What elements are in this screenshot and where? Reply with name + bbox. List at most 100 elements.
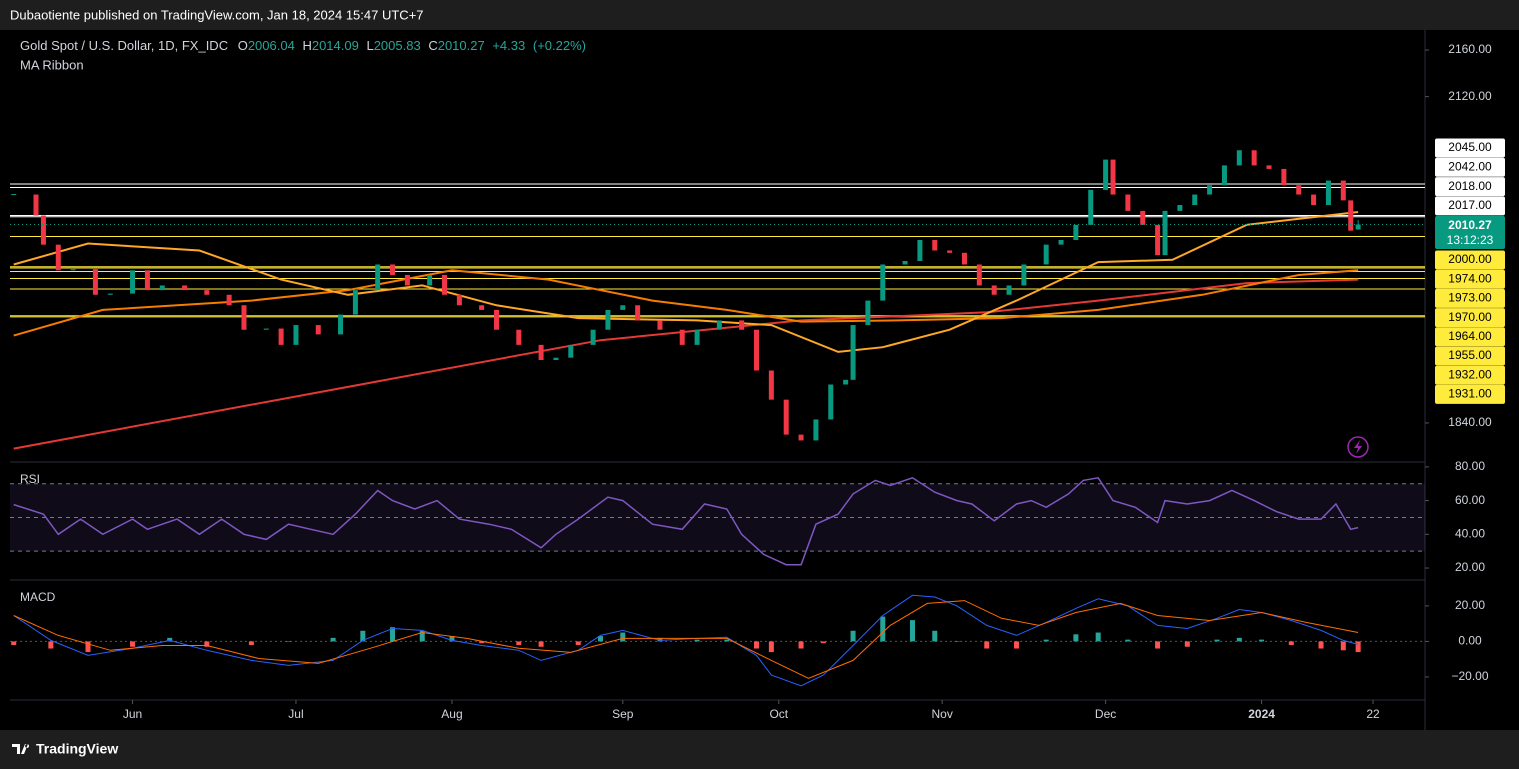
macd-histogram-bar — [516, 641, 522, 645]
level-label-box — [1435, 196, 1505, 216]
moving-average — [13, 278, 1359, 450]
macd-histogram-bar — [1318, 641, 1324, 649]
candle — [553, 357, 559, 361]
rsi-line — [13, 476, 1359, 566]
macd-line — [13, 600, 1359, 679]
logo-mark[interactable] — [12, 744, 30, 754]
y-tick-label: 20.00 — [1455, 560, 1485, 574]
macd-histogram-bar — [880, 616, 886, 642]
macd-histogram-bar — [598, 636, 604, 642]
ohlc-value: 2010.27 — [438, 38, 485, 53]
macd-histogram-bar — [1073, 634, 1079, 642]
candle — [1140, 210, 1146, 225]
level-label: 1964.00 — [1448, 329, 1492, 343]
ohlc-key: O — [238, 38, 248, 53]
candle — [843, 379, 849, 385]
y-tick-label: 20.00 — [1455, 598, 1485, 612]
candle — [961, 252, 967, 265]
candle — [226, 294, 232, 306]
candle — [293, 325, 299, 345]
macd-histogram-bar — [850, 630, 856, 642]
macd-histogram-bar — [753, 641, 759, 649]
candle — [947, 250, 953, 253]
candle — [768, 370, 774, 400]
macd-histogram-bar — [479, 641, 485, 644]
macd-histogram-bar — [360, 630, 366, 642]
macd-histogram-bar — [248, 641, 254, 645]
candle — [813, 419, 819, 441]
macd-histogram-bar — [85, 641, 91, 653]
alert-ring[interactable] — [1347, 436, 1369, 458]
y-tick-label: 80.00 — [1455, 459, 1485, 473]
alert-bolt[interactable] — [1354, 440, 1362, 454]
candle — [204, 290, 210, 295]
level-label: 2000.00 — [1448, 252, 1492, 266]
x-tick-label: Jul — [288, 707, 303, 721]
candle — [1221, 165, 1227, 186]
level-label: 1932.00 — [1448, 367, 1492, 381]
candle — [1162, 210, 1168, 256]
macd-histogram-bar — [330, 637, 336, 642]
moving-average — [13, 269, 1359, 337]
ohlc-key: C — [428, 38, 437, 53]
candle — [55, 244, 61, 271]
candle — [1177, 205, 1183, 211]
brand-logo[interactable]: TradingView — [12, 741, 118, 757]
macd-histogram-bar — [390, 627, 396, 642]
indicator-name: MA Ribbon — [20, 57, 84, 72]
candle — [1266, 165, 1272, 169]
candle — [442, 274, 448, 295]
candle — [70, 269, 76, 271]
candle — [338, 314, 344, 335]
level-label-box — [1435, 384, 1505, 404]
macd-histogram-bar — [204, 641, 210, 647]
x-tick-label: 2024 — [1248, 707, 1275, 721]
candle — [494, 309, 500, 330]
y-tick-label: −20.00 — [1451, 669, 1488, 683]
level-label-box — [1435, 138, 1505, 158]
candle — [605, 309, 611, 330]
pane-title: MACD — [20, 590, 56, 604]
macd-histogram-bar — [48, 641, 54, 649]
candle — [241, 305, 247, 330]
macd-histogram-bar — [11, 641, 17, 645]
candle — [1281, 168, 1287, 186]
macd-histogram-bar — [419, 630, 425, 642]
macd-histogram-bar — [932, 630, 938, 642]
candle — [1251, 150, 1257, 166]
level-label-box — [1435, 157, 1505, 177]
ohlc-value: 2006.04 — [248, 38, 295, 53]
candle — [783, 399, 789, 435]
macd-histogram-bar — [724, 639, 730, 642]
macd-histogram-bar — [575, 641, 581, 645]
candle — [456, 294, 462, 306]
brand[interactable]: TradingView — [36, 741, 118, 757]
level-label-box — [1435, 250, 1505, 270]
candle — [1103, 159, 1109, 190]
candle — [278, 328, 284, 345]
price-label-box — [1435, 216, 1505, 249]
candle — [635, 305, 641, 321]
macd-histogram-bar — [538, 641, 544, 647]
candle — [1325, 180, 1331, 206]
candle — [33, 194, 39, 216]
macd-histogram-bar — [449, 636, 455, 642]
macd-histogram-bar — [954, 641, 960, 642]
candle — [798, 434, 804, 441]
level-label: 1974.00 — [1448, 271, 1492, 285]
candle — [92, 269, 98, 295]
level-label: 1931.00 — [1448, 387, 1492, 401]
macd-histogram-bar — [1355, 641, 1361, 653]
candle — [739, 320, 745, 330]
candle — [375, 264, 381, 291]
macd-histogram-bar — [1155, 641, 1161, 649]
level-label-box — [1435, 308, 1505, 328]
x-tick-label: Oct — [769, 707, 788, 721]
alert-icon[interactable] — [1347, 436, 1369, 458]
ohlc-value: 2014.09 — [312, 38, 359, 53]
macd-histogram-bar — [1214, 639, 1220, 642]
macd-histogram-bar — [768, 641, 774, 653]
candle — [144, 270, 150, 291]
candle — [1296, 185, 1302, 195]
